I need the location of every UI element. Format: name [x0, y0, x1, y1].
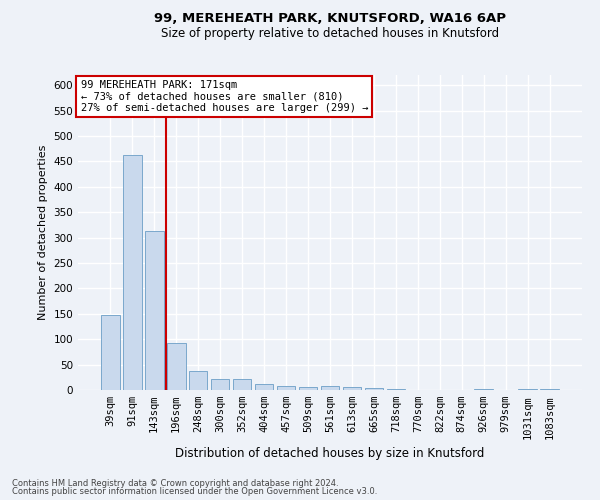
Text: Size of property relative to detached houses in Knutsford: Size of property relative to detached ho…	[161, 28, 499, 40]
Bar	[299, 388, 317, 390]
Bar	[320, 386, 340, 390]
Text: 99 MEREHEATH PARK: 171sqm
← 73% of detached houses are smaller (810)
27% of semi: 99 MEREHEATH PARK: 171sqm ← 73% of detac…	[80, 80, 368, 113]
Bar	[189, 370, 208, 390]
Bar	[518, 389, 537, 390]
Text: Contains HM Land Registry data © Crown copyright and database right 2024.: Contains HM Land Registry data © Crown c…	[12, 478, 338, 488]
X-axis label: Distribution of detached houses by size in Knutsford: Distribution of detached houses by size …	[175, 447, 485, 460]
Bar	[365, 388, 383, 390]
Bar	[343, 388, 361, 390]
Text: 99, MEREHEATH PARK, KNUTSFORD, WA16 6AP: 99, MEREHEATH PARK, KNUTSFORD, WA16 6AP	[154, 12, 506, 26]
Y-axis label: Number of detached properties: Number of detached properties	[38, 145, 48, 320]
Bar	[277, 386, 295, 390]
Bar	[123, 156, 142, 390]
Bar	[211, 380, 229, 390]
Bar	[541, 389, 559, 390]
Text: Contains public sector information licensed under the Open Government Licence v3: Contains public sector information licen…	[12, 487, 377, 496]
Bar	[233, 380, 251, 390]
Bar	[145, 232, 164, 390]
Bar	[101, 315, 119, 390]
Bar	[475, 389, 493, 390]
Bar	[167, 344, 185, 390]
Bar	[255, 384, 274, 390]
